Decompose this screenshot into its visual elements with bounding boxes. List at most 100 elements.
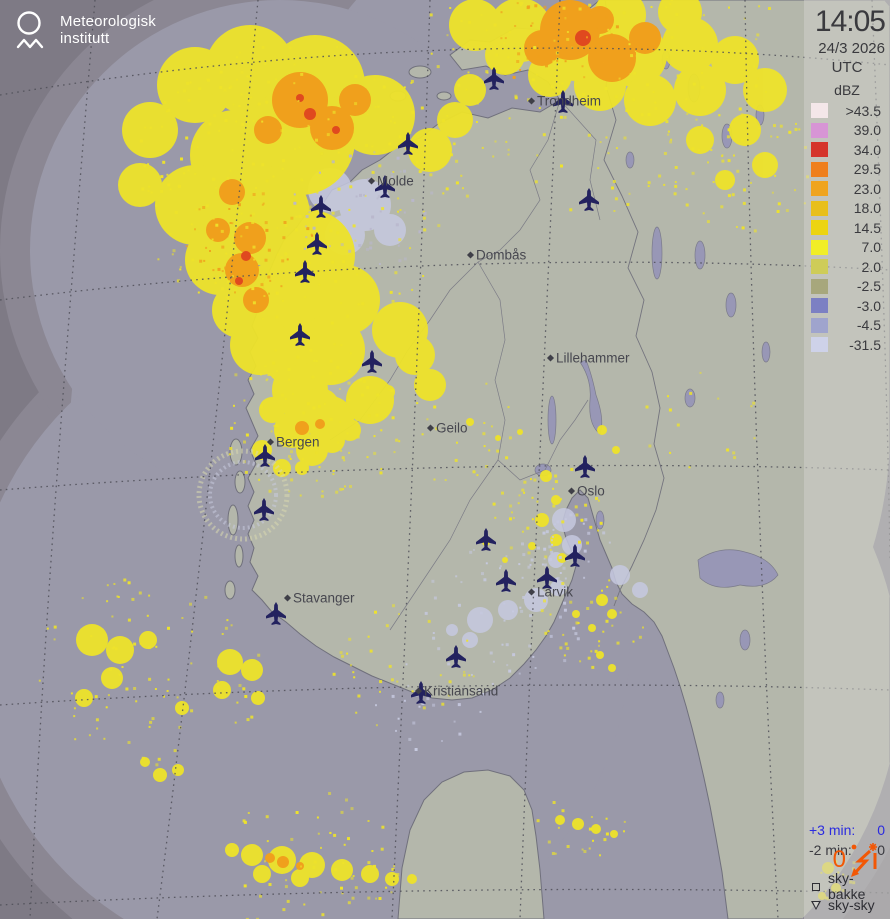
status-value: 0 — [877, 842, 885, 858]
precip-orange — [206, 0, 661, 870]
legend-swatch — [811, 103, 828, 119]
legend-value: 34.0 — [853, 141, 881, 158]
legend-value: -2.5 — [856, 278, 881, 295]
city-label-larvik: Larvik — [527, 584, 574, 600]
legend-value: 23.0 — [853, 180, 881, 197]
legend-swatch — [811, 122, 828, 138]
city-name: Dombås — [476, 247, 527, 263]
precip-red — [235, 30, 591, 285]
marker-key-label: sky-bakke — [828, 869, 866, 902]
logo-line1: Meteorologisk — [60, 13, 156, 30]
legend-row: 23.0 — [811, 179, 890, 199]
legend-swatch — [811, 337, 828, 353]
legend-swatch — [811, 181, 828, 197]
landmass — [224, 0, 890, 919]
legend-value: 2.0 — [861, 258, 881, 275]
city-marker-icon — [466, 251, 475, 259]
legend-swatch — [811, 142, 828, 158]
city-name: Larvik — [537, 584, 574, 600]
lightning-icon — [851, 843, 877, 877]
city-label-kristiansand: Kristiansand — [414, 683, 499, 699]
lightning-count: 0 — [832, 846, 846, 873]
legend-swatch — [811, 220, 828, 236]
city-marker-icon — [283, 594, 292, 602]
legend-row: -2.5 — [811, 277, 890, 297]
status-value: 0 — [877, 822, 885, 838]
city-marker-icon — [567, 487, 576, 495]
city-marker-icon — [527, 97, 536, 105]
legend-value: -31.5 — [849, 336, 881, 353]
city-label-stavanger: Stavanger — [283, 590, 355, 606]
met-logo-icon — [16, 11, 44, 49]
lake-vanern — [697, 549, 779, 588]
legend-value: -3.0 — [856, 297, 881, 314]
city-name: Trondheim — [537, 93, 602, 109]
legend-value: 14.5 — [853, 219, 881, 236]
legend-swatch — [811, 317, 828, 333]
city-label-lillehammer: Lillehammer — [546, 350, 630, 366]
legend-value: 29.5 — [853, 161, 881, 178]
legend-row: 18.0 — [811, 199, 890, 219]
legend-swatch — [811, 259, 828, 275]
legend-value: 7.0 — [861, 239, 881, 256]
city-marker-icon — [367, 177, 376, 185]
legend-row: 34.0 — [811, 140, 890, 160]
city-name: Lillehammer — [556, 350, 630, 366]
status-row: -2 min: 0 — [809, 842, 885, 862]
legend-value: >43.5 — [845, 102, 881, 119]
legend-row: >43.5 — [811, 101, 890, 121]
city-name: Geilo — [436, 420, 468, 436]
city-marker-icon — [266, 438, 275, 446]
status-label: -2 min: — [809, 842, 852, 858]
legend-panel: 14:05 24/3 2026 UTC dBZ >43.5 39.0 34.0 29.… — [804, 0, 890, 919]
city-name: Bergen — [276, 434, 320, 450]
status-row: +3 min: 0 — [809, 822, 885, 842]
marker-key-label: sky-sky — [828, 896, 875, 913]
city-label-molde: Molde — [367, 173, 414, 189]
legend-row: -3.0 — [811, 296, 890, 316]
legend-swatch — [811, 200, 828, 216]
marker-key: sky-bakke sky-sky — [811, 870, 890, 914]
lightning-status: 0 — [833, 843, 880, 879]
city-label-bergen: Bergen — [266, 434, 320, 450]
legend-value: -4.5 — [856, 317, 881, 334]
city-name: Molde — [377, 173, 414, 189]
marker-key-row: sky-bakke — [811, 870, 890, 902]
triangle-down-icon — [811, 900, 821, 910]
city-marker-icon — [414, 687, 423, 695]
city-name: Stavanger — [293, 590, 355, 606]
city-label-geilo: Geilo — [426, 420, 468, 436]
legend-unit-label: dBZ — [834, 82, 860, 98]
met-institute-logo: Meteorologisk institutt — [10, 10, 156, 52]
clutter-ring — [196, 448, 290, 542]
nowcast-status: +3 min: 0 -2 min: 0 — [809, 822, 885, 862]
city-label-dombs: Dombås — [466, 247, 527, 263]
square-icon — [811, 881, 821, 891]
clock-timezone: UTC — [831, 59, 863, 76]
legend-row: -4.5 — [811, 316, 890, 336]
marker-key-row: sky-sky — [811, 895, 890, 914]
legend-row: -31.5 — [811, 335, 890, 355]
legend-swatch — [811, 161, 828, 177]
logo-line2: institutt — [60, 30, 110, 47]
clock-date: 24/3 2026 — [818, 40, 885, 57]
city-label-oslo: Oslo — [567, 483, 605, 499]
city-name: Oslo — [577, 483, 605, 499]
legend-row: 7.0 — [811, 238, 890, 258]
city-label-trondheim: Trondheim — [527, 93, 602, 109]
city-name: Kristiansand — [424, 683, 499, 699]
dbz-legend: >43.5 39.0 34.0 29.5 23.0 18.0 14.5 7.0 2.0 -2.5 -… — [804, 101, 890, 355]
legend-swatch — [811, 298, 828, 314]
legend-row: 29.5 — [811, 160, 890, 180]
clock-time: 14:05 — [814, 5, 886, 38]
status-label: +3 min: — [809, 822, 856, 838]
legend-value: 18.0 — [853, 200, 881, 217]
city-marker-icon — [527, 588, 536, 596]
legend-row: 2.0 — [811, 257, 890, 277]
legend-swatch — [811, 239, 828, 255]
legend-row: 39.0 — [811, 121, 890, 141]
denmark — [397, 769, 545, 919]
legend-row: 14.5 — [811, 218, 890, 238]
